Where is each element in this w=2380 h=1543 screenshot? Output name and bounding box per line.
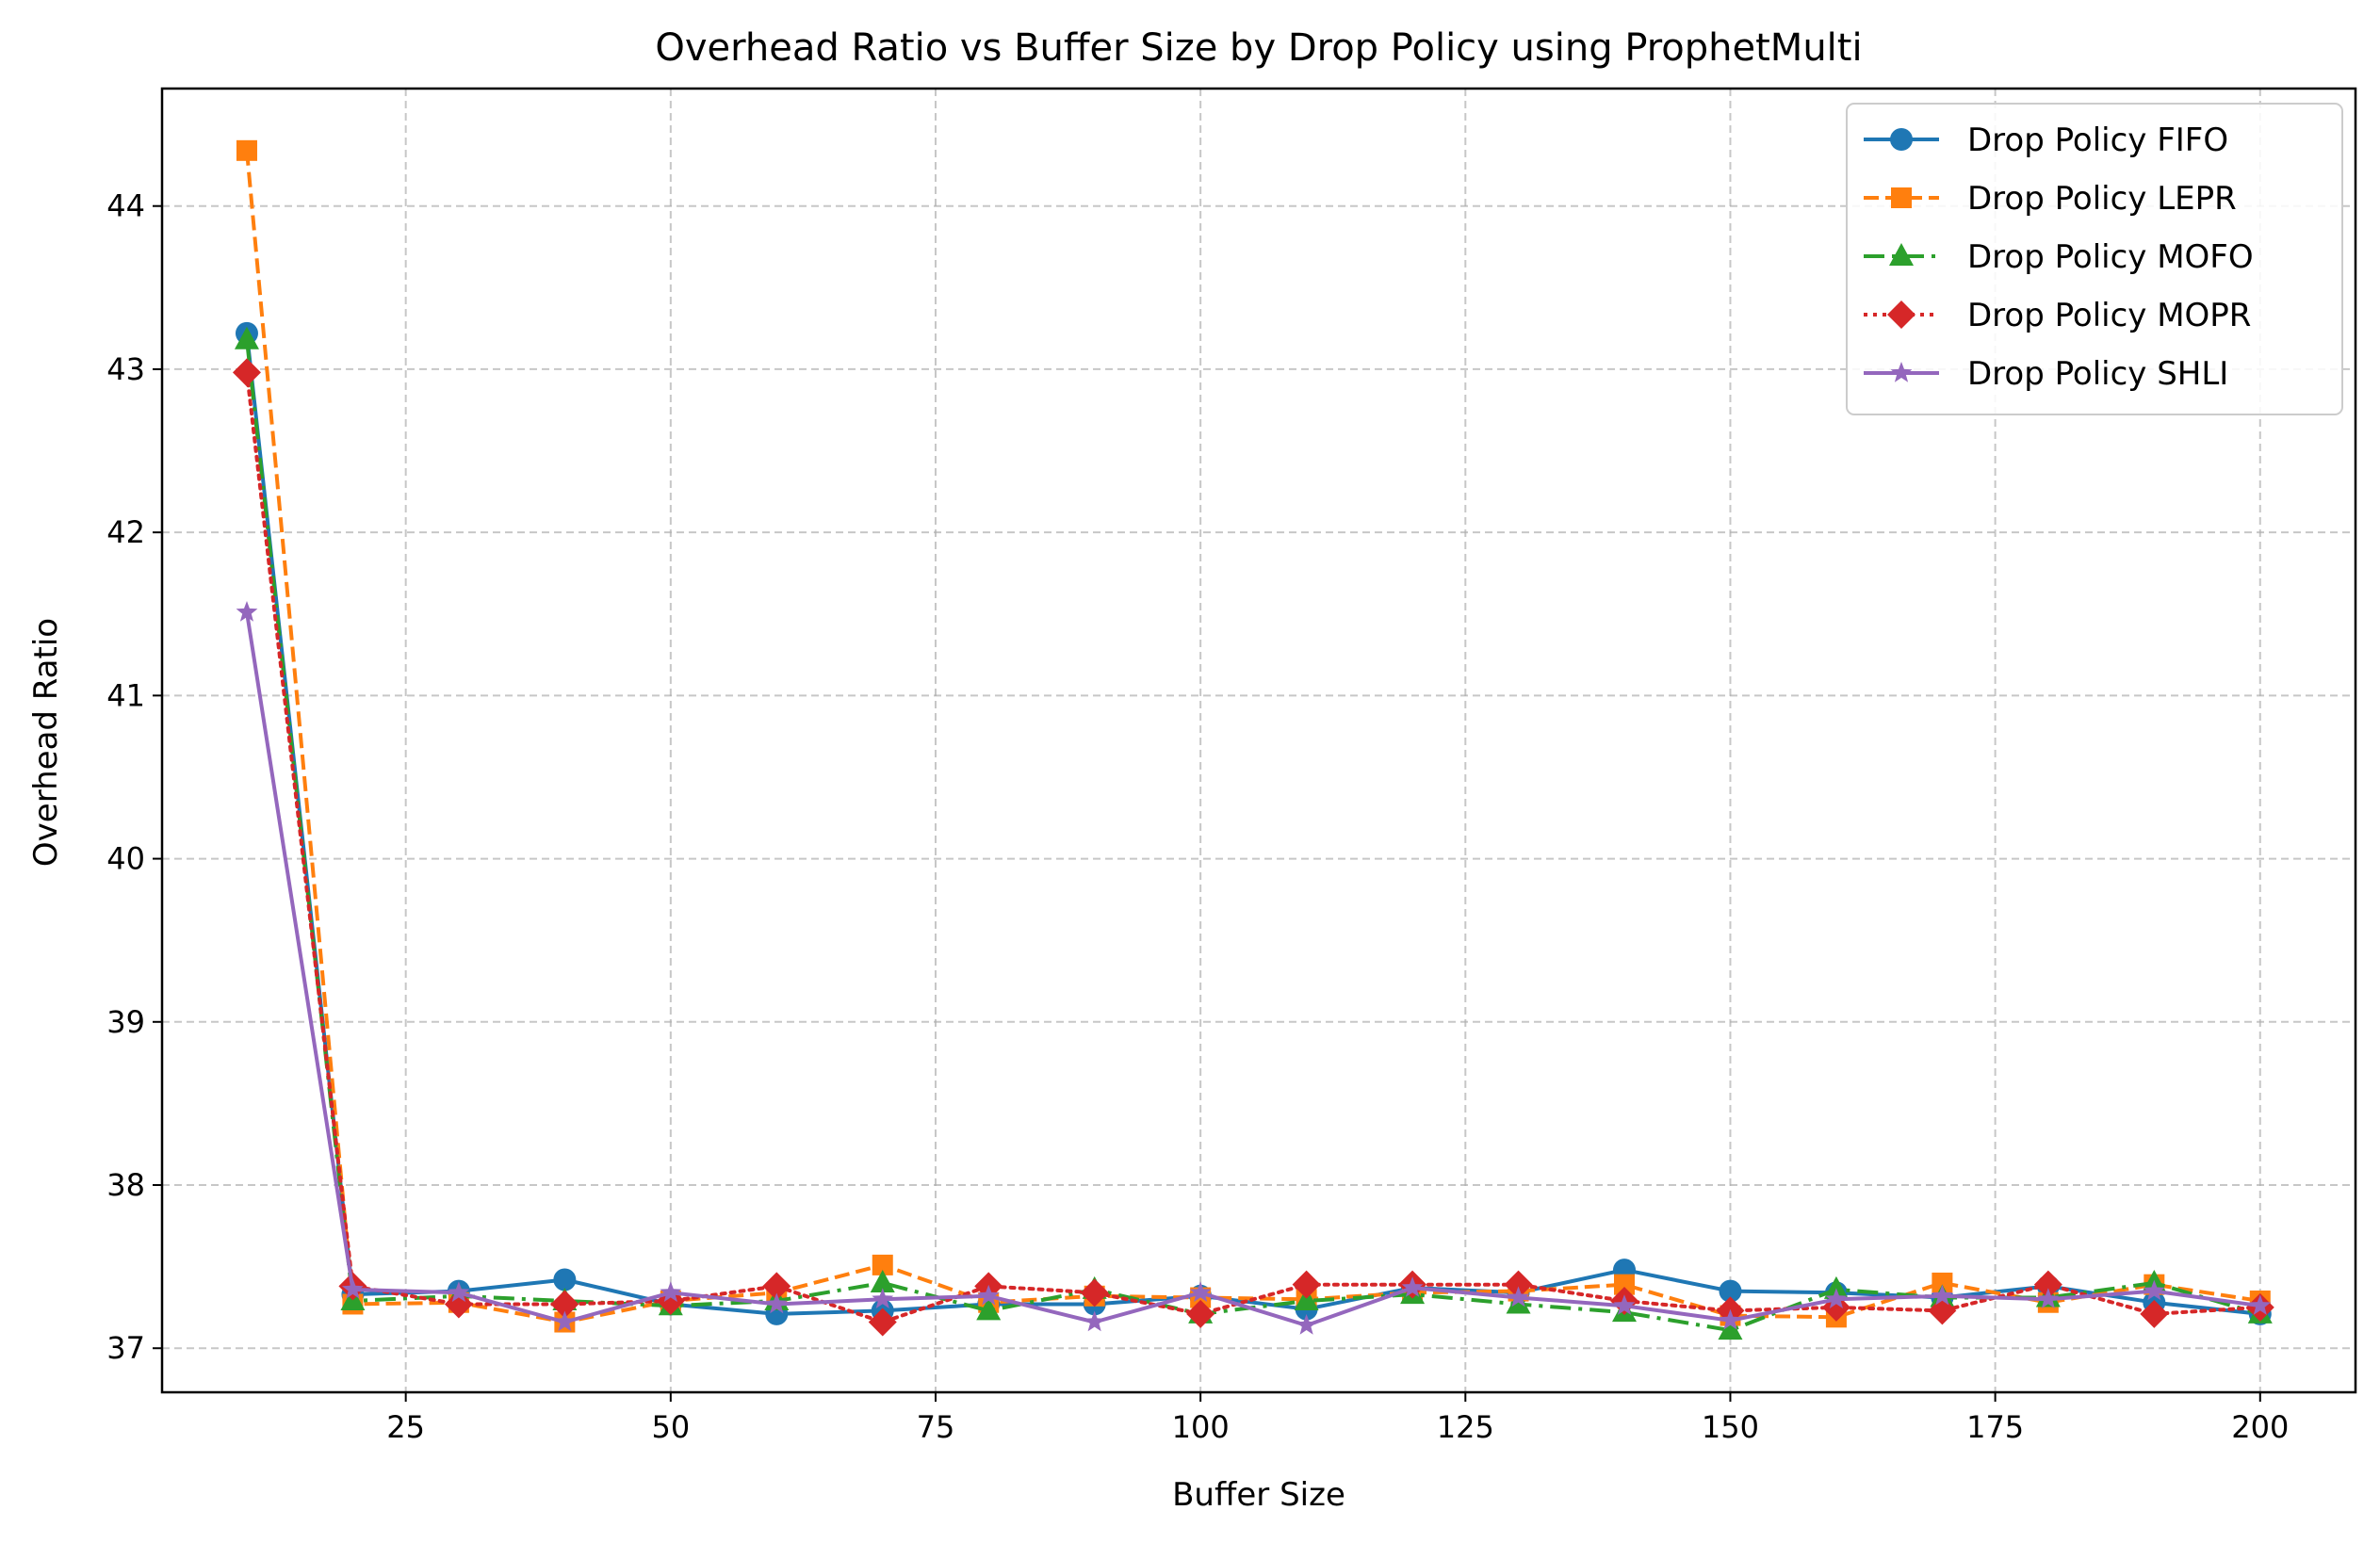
data-point (1719, 1279, 1742, 1303)
data-point (550, 1290, 579, 1319)
plot-frame (160, 87, 2357, 1394)
y-tick-label: 44 (106, 188, 145, 224)
legend-item: Drop Policy MOFO (1864, 238, 2254, 276)
x-axis-label: Buffer Size (1172, 1476, 1345, 1514)
x-tick-label: 150 (1702, 1409, 1759, 1445)
data-point (236, 139, 257, 161)
x-tick-label: 75 (917, 1409, 955, 1445)
data-point (762, 1272, 791, 1301)
data-point (1296, 1314, 1317, 1335)
x-tick-label: 100 (1172, 1409, 1230, 1445)
y-tick-label: 39 (106, 1004, 145, 1040)
y-tick-label: 41 (106, 677, 145, 713)
series-layer (232, 139, 2274, 1340)
legend-label: Drop Policy SHLI (1967, 355, 2228, 393)
data-point (1932, 1284, 1953, 1306)
legend-label: Drop Policy LEPR (1967, 180, 2237, 218)
legend-marker (1887, 300, 1915, 329)
data-point (2033, 1270, 2062, 1299)
data-point (872, 1254, 893, 1275)
data-point (234, 326, 259, 349)
data-point (1825, 1288, 1848, 1308)
data-point (1401, 1276, 1424, 1297)
data-point (1080, 1278, 1109, 1307)
data-point (765, 1292, 788, 1314)
legend-label: Drop Policy MOPR (1967, 297, 2251, 334)
data-point (2143, 1279, 2165, 1301)
y-tick-label: 40 (106, 841, 145, 877)
series-line (245, 370, 2262, 1324)
data-point (872, 1288, 894, 1308)
data-point (1613, 1294, 1636, 1315)
data-point (232, 358, 261, 387)
y-tick-label: 37 (106, 1330, 145, 1366)
data-point (1928, 1296, 1957, 1325)
data-point (1084, 1310, 1106, 1332)
legend-marker (1891, 187, 1912, 208)
legend-marker (1890, 362, 1913, 382)
legend-item: Drop Policy FIFO (1864, 122, 2228, 159)
y-axis-label: Overhead Ratio (27, 618, 65, 867)
x-tick-label: 25 (386, 1409, 425, 1445)
x-tick-label: 200 (2231, 1409, 2289, 1445)
data-point (1508, 1286, 1529, 1307)
legend: Drop Policy FIFO Drop Policy LEPR Drop Pol… (1846, 103, 2343, 415)
data-point (2249, 1294, 2272, 1315)
y-tick-label: 38 (106, 1167, 145, 1203)
x-tick-label: 50 (651, 1409, 690, 1445)
legend-item: Drop Policy MOPR (1864, 297, 2251, 334)
data-point (1292, 1270, 1321, 1299)
data-point (1718, 1317, 1743, 1340)
legend-label: Drop Policy MOFO (1967, 238, 2254, 276)
data-point (1186, 1299, 1215, 1328)
data-point (870, 1269, 895, 1292)
legend-label: Drop Policy FIFO (1967, 122, 2228, 159)
x-tick-label: 125 (1437, 1409, 1494, 1445)
legend-marker (1889, 243, 1914, 266)
series-line (245, 611, 2261, 1327)
data-point (2037, 1288, 2060, 1308)
data-point (236, 601, 258, 622)
data-point (660, 1281, 682, 1302)
axis-ticks: 25 50 75 100 125 150 175 200 37 38 39 40 41 42 43 44 (106, 188, 2289, 1445)
y-tick-label: 42 (106, 514, 145, 550)
chart-title: Overhead Ratio vs Buffer Size by Drop Po… (655, 26, 1862, 70)
data-point (553, 1310, 576, 1332)
y-tick-label: 43 (106, 351, 145, 387)
legend-box (1846, 103, 2343, 415)
data-point (448, 1281, 470, 1302)
data-point (1504, 1270, 1533, 1299)
series-drop-policy-shli (236, 601, 2272, 1335)
data-point (976, 1297, 1002, 1321)
data-point (1932, 1272, 1953, 1293)
data-point (1823, 1275, 1849, 1299)
legend-item: Drop Policy LEPR (1864, 180, 2237, 218)
data-point (2140, 1299, 2169, 1328)
data-point (1189, 1281, 1212, 1302)
data-point (553, 1268, 577, 1291)
x-tick-label: 175 (1966, 1409, 2024, 1445)
data-point (342, 1277, 364, 1299)
data-point (444, 1290, 473, 1319)
data-point (868, 1307, 897, 1337)
legend-marker (1890, 128, 1913, 151)
legend-item: Drop Policy SHLI (1864, 355, 2228, 393)
data-point (1720, 1308, 1741, 1330)
data-point (977, 1284, 1000, 1306)
data-point (1614, 1274, 1635, 1295)
data-point (1294, 1287, 1319, 1310)
